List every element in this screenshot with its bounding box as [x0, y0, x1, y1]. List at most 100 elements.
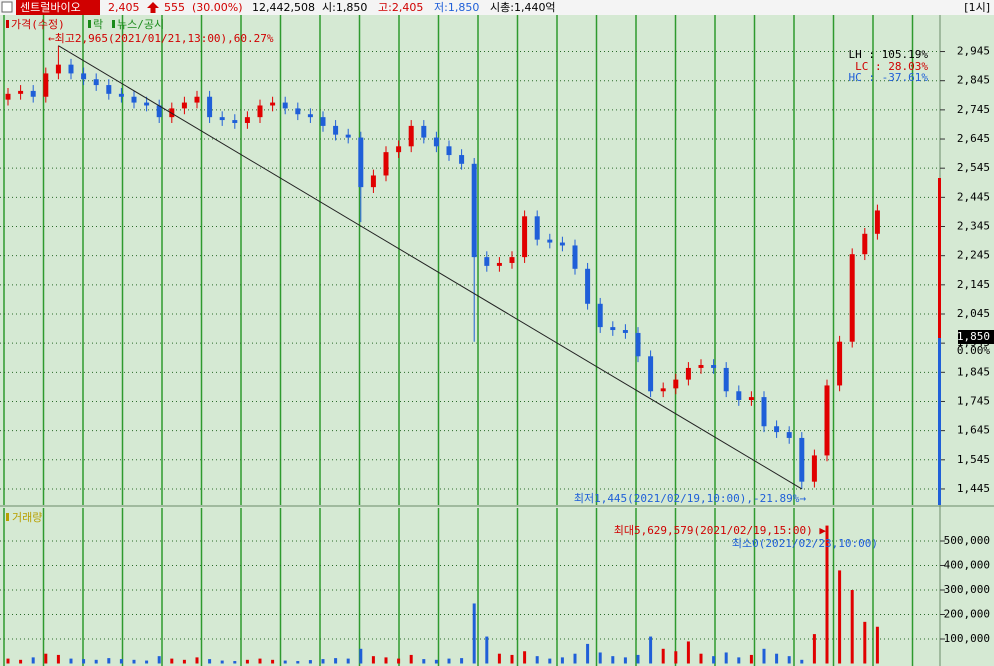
candle-body [471, 163, 477, 258]
volume-bar [94, 659, 98, 664]
volume-bar [649, 636, 653, 664]
candle-body [597, 303, 603, 328]
volume-bar [220, 660, 224, 664]
y-tick-label: 2,145 [957, 278, 990, 291]
volume-bar [623, 657, 627, 664]
legend-label: 가격(수정) [11, 18, 65, 31]
candle-body [68, 64, 74, 74]
volume-bar [800, 659, 804, 664]
y-tick-label: 500,000 [944, 534, 990, 547]
y-tick-label: 2,745 [957, 103, 990, 116]
candle-body [5, 93, 11, 100]
y-tick-label: 400,000 [944, 559, 990, 572]
volume-bar [170, 658, 174, 664]
checkbox[interactable] [1, 1, 13, 13]
candle-body [232, 120, 238, 123]
y-tick-label: 2,345 [957, 220, 990, 233]
candle-body [30, 90, 36, 97]
volume-bar [157, 656, 161, 664]
volume-bar [371, 656, 375, 664]
candle-body [622, 330, 628, 333]
volume-bar [182, 659, 186, 664]
y-tick-label: 2,045 [957, 307, 990, 320]
candle-body [106, 85, 112, 94]
volume-bar [447, 658, 451, 664]
volume-bar [510, 654, 514, 664]
candle-body [874, 210, 880, 234]
volume-bar [283, 660, 287, 664]
volume: 12,442,508 [252, 1, 315, 14]
legend-swatch [112, 20, 115, 28]
candle-body [723, 367, 729, 392]
candle-body [320, 117, 326, 126]
candle-body [118, 93, 124, 97]
volume-bar [460, 658, 464, 664]
min-annotation: 최저1,445(2021/02/19,10:00),-21.89%→ [574, 492, 807, 505]
candle-body [207, 96, 213, 118]
y-tick-label: 2,445 [957, 190, 990, 203]
volume-bar [308, 660, 312, 664]
volume-bar [838, 570, 842, 664]
candle-body [181, 102, 187, 109]
candle-body [534, 216, 540, 240]
volume-bar [598, 652, 602, 664]
volume-bar [145, 660, 149, 664]
name-box [16, 0, 100, 15]
header-bar [0, 0, 994, 15]
volume-bar [825, 525, 829, 664]
volume-bar [775, 653, 779, 664]
volume-bar [863, 621, 867, 664]
volume-bar [548, 658, 552, 664]
volume-bar [245, 659, 249, 664]
candle-body [660, 388, 666, 392]
y-tick-label: 1,445 [957, 482, 990, 495]
up-arrow [147, 2, 159, 13]
volume-bar [359, 648, 363, 664]
candle-body [244, 117, 250, 123]
volume-bar [749, 654, 753, 664]
candle-body [333, 125, 339, 135]
interval[interactable]: [1시] [964, 1, 990, 14]
y-tick-label: 1,545 [957, 453, 990, 466]
volume-bar [107, 658, 111, 664]
candle-body [547, 239, 553, 243]
candle-body [408, 125, 414, 147]
volume-bar [195, 657, 199, 664]
volume-bar [271, 659, 275, 664]
legend-label: 락 [93, 18, 103, 31]
volume-bar [724, 652, 728, 664]
volume-bar [233, 661, 237, 664]
candle-body [685, 367, 691, 380]
candle-body [396, 146, 402, 153]
y-tick-label: 2,845 [957, 74, 990, 87]
volume-bar [296, 661, 300, 664]
volume-bar [31, 657, 35, 664]
volume-bar [409, 654, 413, 664]
volume-bar [334, 658, 338, 664]
candle-body [837, 341, 843, 386]
candle-body [711, 365, 717, 368]
y-tick-label: 300,000 [944, 583, 990, 596]
current-price: 1,850 [957, 330, 990, 343]
candle-body [383, 152, 389, 176]
candle-body [748, 397, 754, 401]
volume-bar [535, 656, 539, 664]
candle-body [421, 125, 427, 138]
high: 고:2,405 [378, 1, 423, 14]
legend-swatch [6, 513, 9, 521]
candle-body [370, 175, 376, 188]
change-pct: (30.00%) [192, 1, 243, 14]
volume-bar [472, 603, 476, 664]
candle-body [43, 73, 49, 97]
volume-bar [573, 653, 577, 664]
current-box [958, 330, 994, 344]
volume-bar [699, 653, 703, 664]
y-tick-label: 2,645 [957, 132, 990, 145]
volume-bar [674, 651, 678, 664]
volume-bar [762, 648, 766, 664]
candle-body [811, 455, 817, 482]
volume-bar [384, 657, 388, 664]
candle-body [358, 137, 364, 188]
date-lines [3, 15, 914, 666]
